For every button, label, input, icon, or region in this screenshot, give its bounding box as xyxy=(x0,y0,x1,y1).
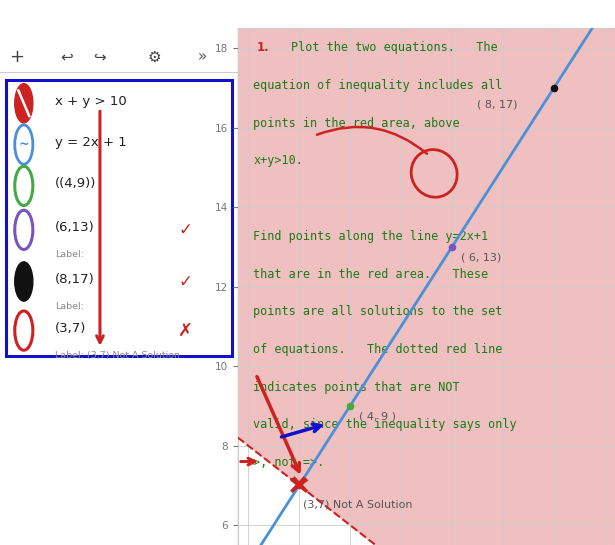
Circle shape xyxy=(15,125,33,164)
Text: Find points along the line y=2x+1: Find points along the line y=2x+1 xyxy=(253,230,488,243)
Text: ✗: ✗ xyxy=(178,322,193,340)
Text: ✓: ✓ xyxy=(179,221,192,239)
Text: x + y > 10: x + y > 10 xyxy=(55,95,127,108)
Circle shape xyxy=(15,166,33,205)
Text: (8,17): (8,17) xyxy=(55,273,95,286)
Circle shape xyxy=(15,311,33,350)
Text: points are all solutions to the set: points are all solutions to the set xyxy=(253,305,502,318)
Text: x+y>10.: x+y>10. xyxy=(253,154,303,167)
Circle shape xyxy=(15,262,33,301)
Text: 1.: 1. xyxy=(257,41,269,55)
Text: that are in the red area.   These: that are in the red area. These xyxy=(253,268,488,281)
Text: ⚙: ⚙ xyxy=(148,49,162,64)
Text: ((4,9)): ((4,9)) xyxy=(55,177,96,190)
Text: valid, since the inequality says only: valid, since the inequality says only xyxy=(253,419,517,432)
Text: Untitled Graph: Untitled Graph xyxy=(40,7,142,21)
Text: »: » xyxy=(197,49,207,64)
Text: ↩: ↩ xyxy=(60,49,73,64)
Text: +: + xyxy=(9,48,24,66)
Text: Label: (3,7) Not A Solution: Label: (3,7) Not A Solution xyxy=(55,351,180,360)
Text: Label:: Label: xyxy=(55,302,84,311)
Text: ~: ~ xyxy=(18,138,29,151)
Text: equation of inequality includes all: equation of inequality includes all xyxy=(253,79,502,92)
Circle shape xyxy=(15,83,33,123)
Text: ( 8, 17): ( 8, 17) xyxy=(477,100,518,110)
Text: Plot the two equations.   The: Plot the two equations. The xyxy=(291,41,498,55)
Text: (6,13): (6,13) xyxy=(55,221,95,234)
Text: desmos: desmos xyxy=(537,5,606,23)
Text: ( 6, 13): ( 6, 13) xyxy=(461,253,501,263)
Text: indicates points that are NOT: indicates points that are NOT xyxy=(253,381,459,393)
Bar xyxy=(6,80,232,356)
Text: points in the red area, above: points in the red area, above xyxy=(253,117,459,130)
Text: of equations.   The dotted red line: of equations. The dotted red line xyxy=(253,343,502,356)
Text: ✓: ✓ xyxy=(179,272,192,290)
Text: ↪: ↪ xyxy=(93,49,106,64)
Text: >, not =>.: >, not =>. xyxy=(253,456,324,469)
Text: ≡: ≡ xyxy=(10,5,25,23)
Text: Label:: Label: xyxy=(55,250,84,259)
Text: (3,7): (3,7) xyxy=(55,322,86,335)
Text: y = 2x + 1: y = 2x + 1 xyxy=(55,136,127,149)
Text: ( 4, 9 ): ( 4, 9 ) xyxy=(359,412,396,422)
Circle shape xyxy=(15,210,33,250)
Text: (3,7) Not A Solution: (3,7) Not A Solution xyxy=(303,499,413,509)
